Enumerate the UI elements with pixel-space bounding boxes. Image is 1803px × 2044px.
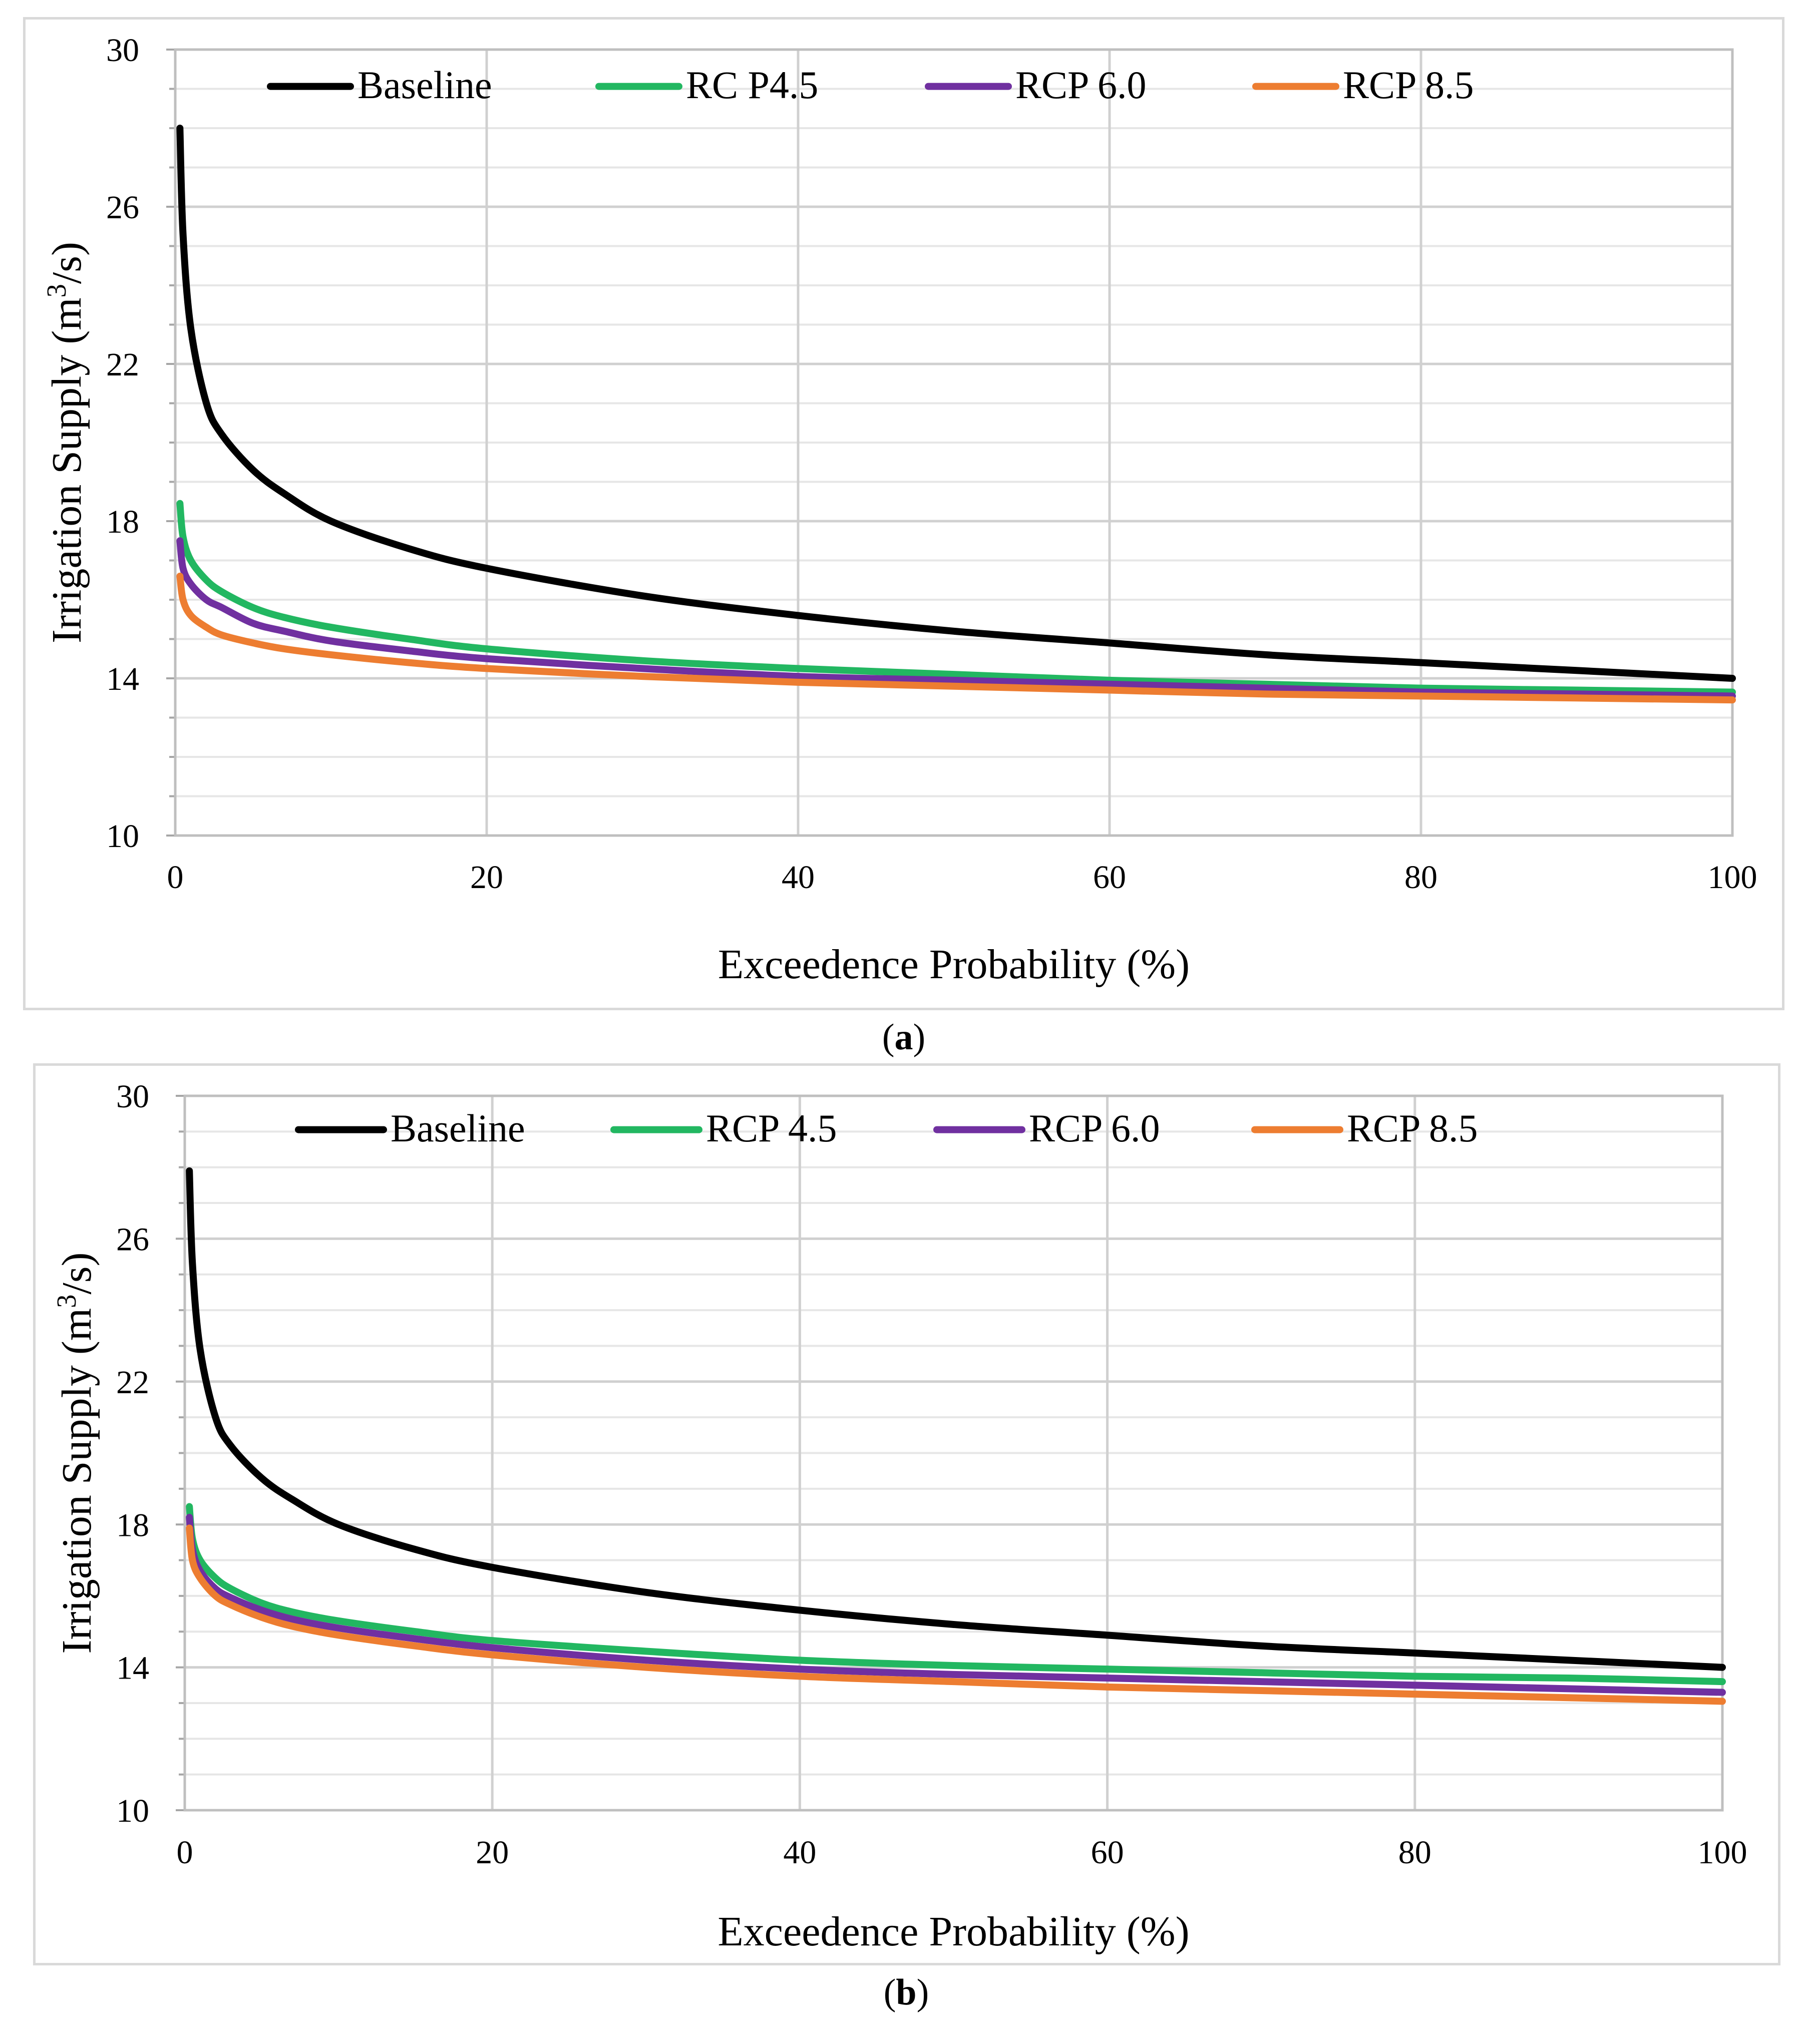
- legend-label-1: RC P4.5: [686, 63, 818, 107]
- chart-panel-a: 10 14 18 22 26 30 0 20 40 60 80 100 Exceedence Proba…: [41, 32, 1757, 988]
- panel-b-label: b: [896, 1972, 917, 2013]
- x-tick-label: 40: [782, 859, 815, 896]
- y-tick-label: 30: [116, 1078, 149, 1115]
- y-tick-label: 10: [106, 818, 139, 855]
- x-tick-label: 40: [783, 1834, 816, 1871]
- x-tick-label: 60: [1091, 1834, 1124, 1871]
- y-tick-label: 22: [106, 346, 139, 383]
- series-line-1: [186, 1503, 1726, 1686]
- legend-label-3: RCP 8.5: [1347, 1106, 1478, 1150]
- series-line-0: [186, 1167, 1726, 1671]
- panel-a-label: a: [894, 1017, 913, 1058]
- series-line-1: [176, 500, 1736, 696]
- x-tick-label: 0: [177, 1834, 193, 1871]
- x-tick-label: 80: [1404, 859, 1437, 896]
- series-line-3: [186, 1524, 1726, 1705]
- y-axis-title: Irrigation Supply (m3/s): [41, 242, 91, 643]
- y-axis-title: Irrigation Supply (m3/s): [51, 1253, 101, 1654]
- x-axis-title: Exceedence Probability (%): [717, 1908, 1189, 1955]
- y-tick-label: 26: [116, 1221, 149, 1258]
- y-tick-label: 30: [106, 32, 139, 69]
- y-tick-label: 14: [116, 1650, 149, 1687]
- legend-label-2: RCP 6.0: [1015, 63, 1147, 107]
- y-tick-label: 10: [116, 1793, 149, 1829]
- legend-label-0: Baseline: [357, 63, 492, 107]
- panel-a-caption: (a): [882, 1017, 926, 1058]
- legend-label-0: Baseline: [391, 1106, 525, 1150]
- y-tick-label: 18: [106, 504, 139, 540]
- x-tick-label: 20: [470, 859, 503, 896]
- series-line-0: [176, 125, 1736, 682]
- x-tick-label: 100: [1708, 859, 1757, 896]
- x-tick-label: 0: [167, 859, 184, 896]
- series-line-2: [176, 537, 1736, 700]
- panel-b-caption: (b): [883, 1972, 929, 2013]
- y-tick-label: 26: [106, 189, 139, 226]
- y-tick-label: 22: [116, 1364, 149, 1401]
- x-tick-label: 20: [476, 1834, 509, 1871]
- legend-label-3: RCP 8.5: [1343, 63, 1474, 107]
- plot-area-border: [183, 1094, 1724, 1812]
- x-axis-title: Exceedence Probability (%): [718, 941, 1190, 988]
- series-line-2: [186, 1513, 1726, 1696]
- chart-panel-b: 10 14 18 22 26 30 0 20 40 60 80 100 Exceedence Proba…: [51, 1078, 1747, 1955]
- series-line-3: [176, 572, 1736, 704]
- x-tick-label: 100: [1698, 1834, 1747, 1871]
- legend-label-2: RCP 6.0: [1029, 1106, 1160, 1150]
- x-tick-label: 60: [1093, 859, 1126, 896]
- legend-label-1: RCP 4.5: [706, 1106, 837, 1150]
- x-tick-label: 80: [1398, 1834, 1431, 1871]
- plot-area-border: [174, 48, 1734, 837]
- y-tick-label: 18: [116, 1507, 149, 1543]
- y-tick-label: 14: [106, 661, 139, 697]
